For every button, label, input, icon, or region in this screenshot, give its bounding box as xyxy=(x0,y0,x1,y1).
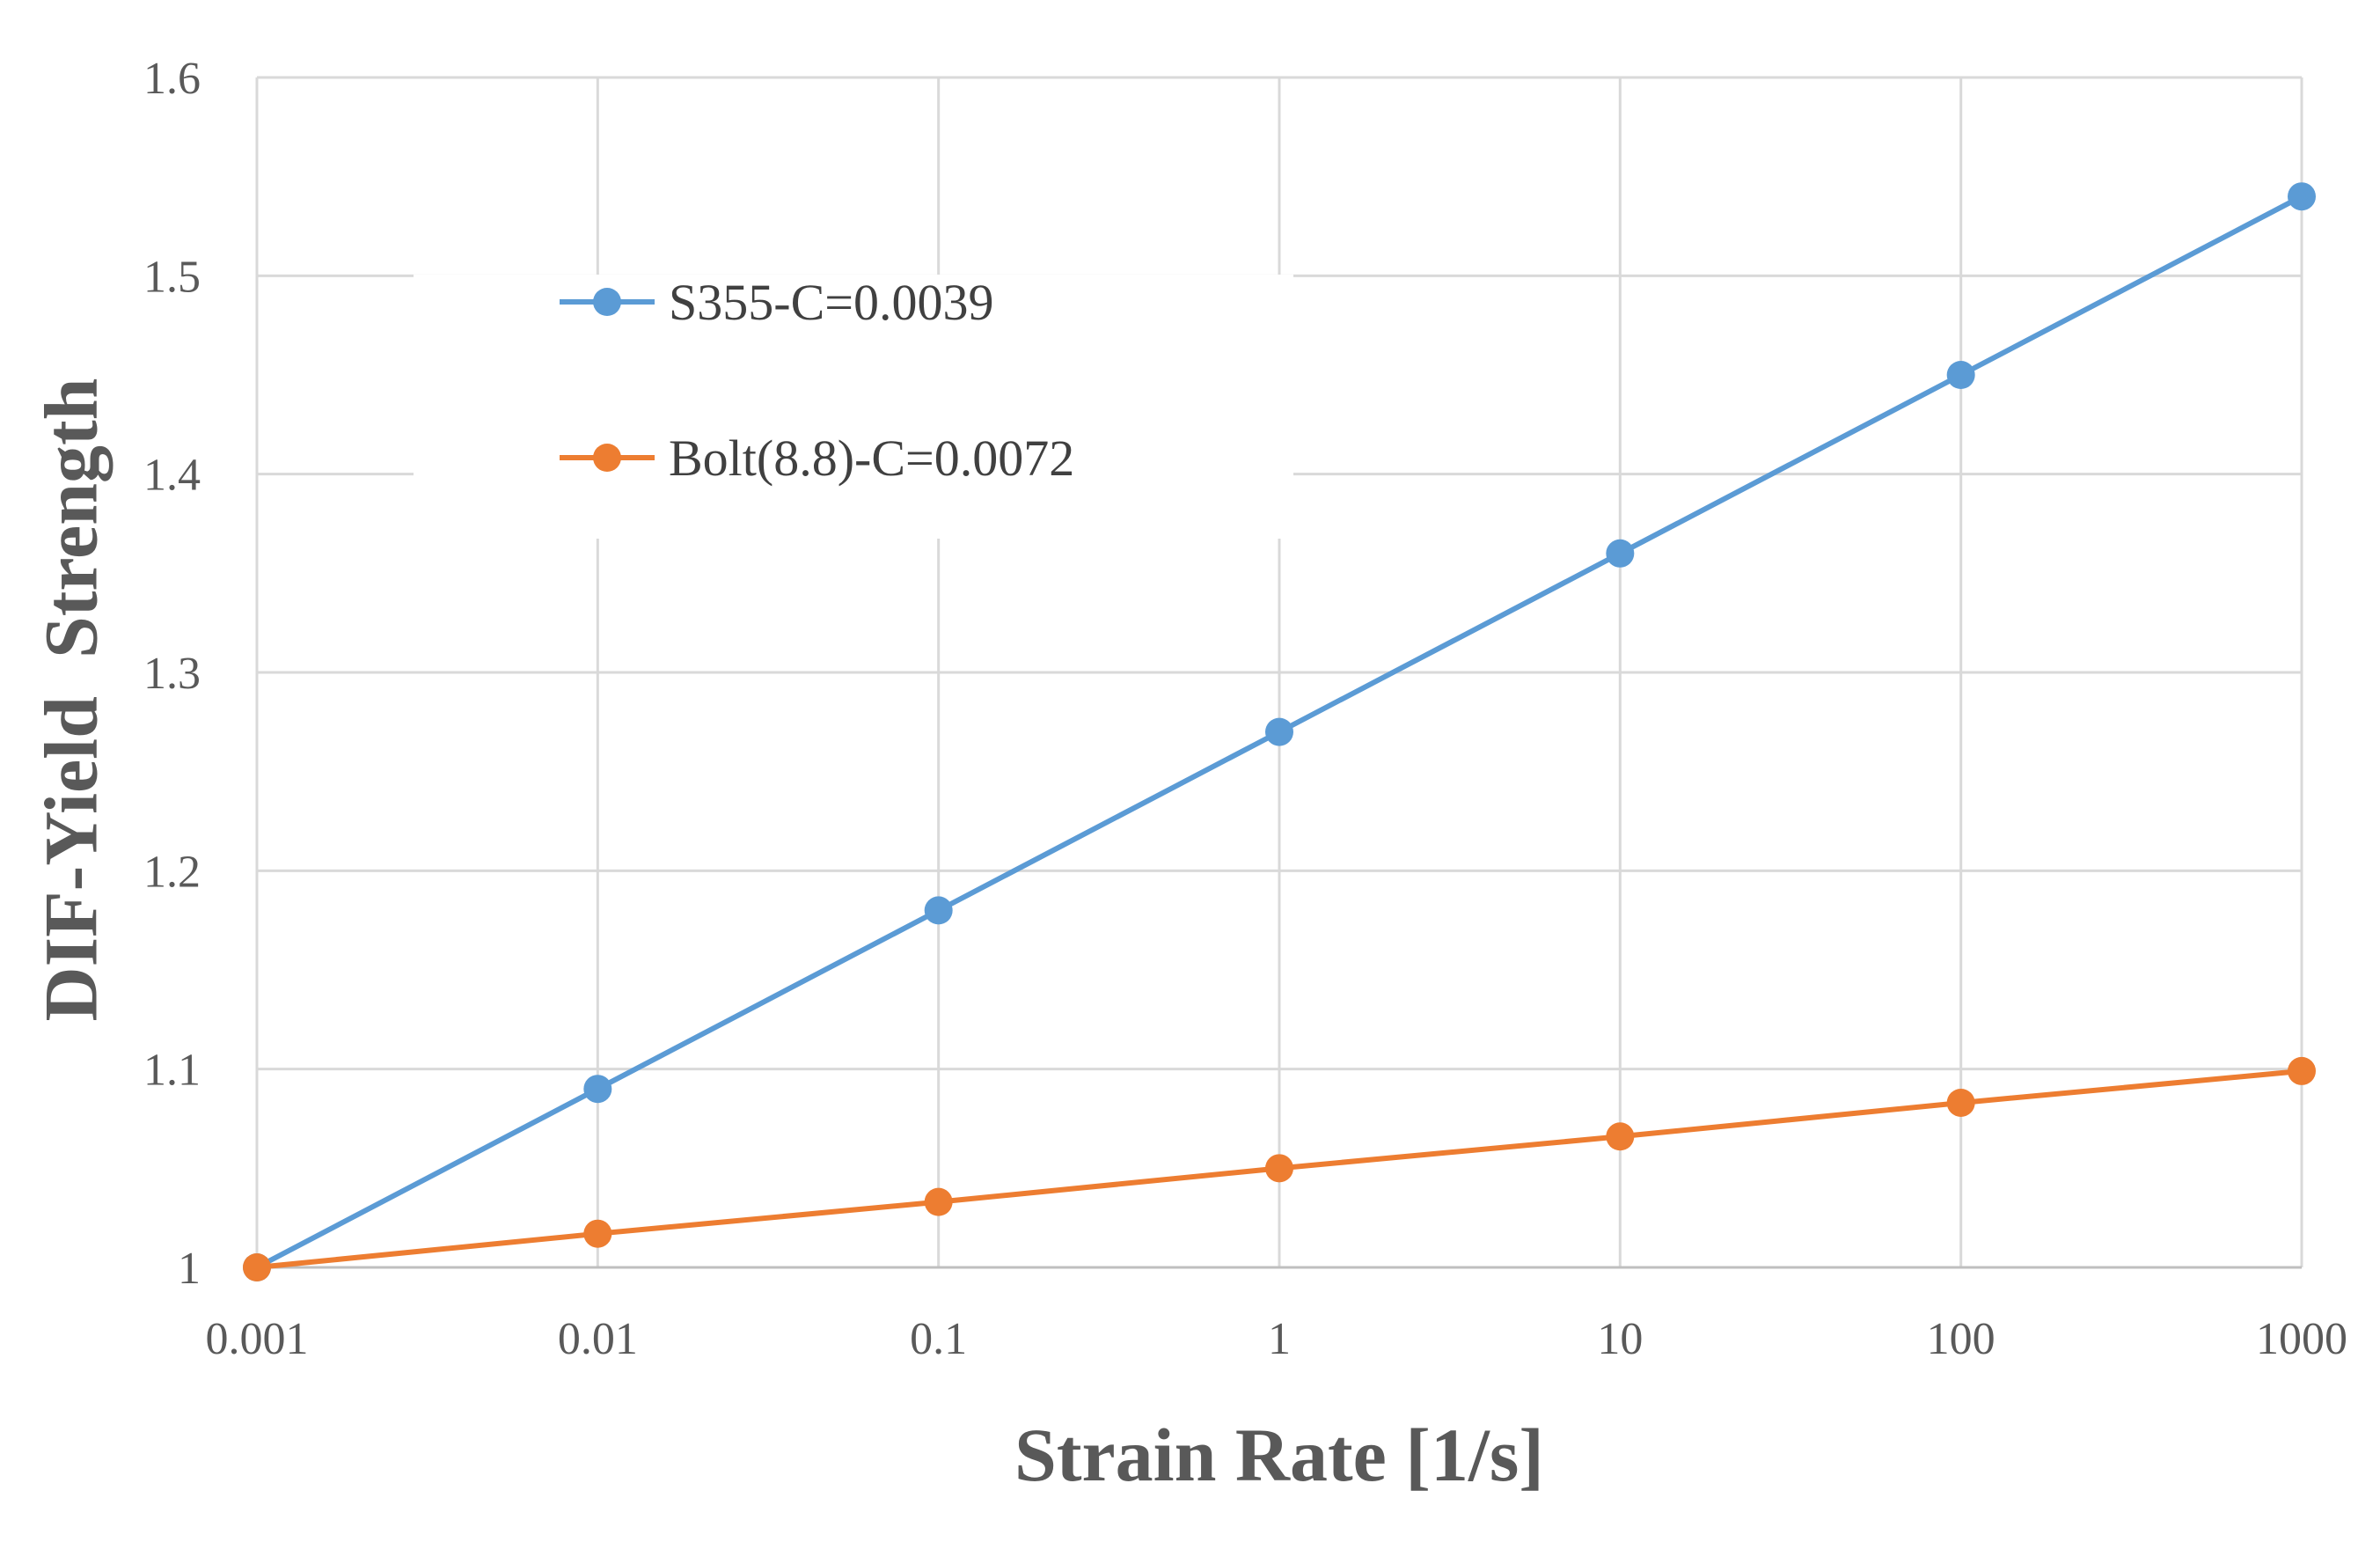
x-tick-label: 1000 xyxy=(2256,1314,2347,1364)
data-point[interactable] xyxy=(243,1253,271,1281)
data-point[interactable] xyxy=(1265,717,1293,746)
data-point[interactable] xyxy=(583,1075,612,1104)
legend[interactable]: S355-C=0.0039 Bolt(8.8)-C=0.0072 xyxy=(560,274,1074,487)
x-tick-label: 0.001 xyxy=(206,1314,309,1364)
y-tick-label: 1.2 xyxy=(143,847,201,897)
data-point[interactable] xyxy=(924,896,953,925)
data-point[interactable] xyxy=(924,1187,953,1216)
legend-background xyxy=(414,275,1293,539)
legend-label: S355-C=0.0039 xyxy=(669,274,993,331)
x-tick-label: 100 xyxy=(1927,1314,1996,1364)
x-tick-label: 10 xyxy=(1597,1314,1643,1364)
data-point[interactable] xyxy=(1265,1154,1293,1183)
x-tick-label: 1 xyxy=(1268,1314,1291,1364)
y-tick-label: 1 xyxy=(178,1244,201,1294)
y-tick-label: 1.3 xyxy=(143,649,201,699)
x-tick-labels: 0.001 0.01 0.1 1 10 100 1000 xyxy=(206,1314,2348,1364)
x-axis-title: Strain Rate [1/s] xyxy=(1014,1413,1544,1497)
legend-entry[interactable]: S355-C=0.0039 xyxy=(560,274,993,331)
y-tick-label: 1.1 xyxy=(143,1046,201,1096)
y-axis-title: DIF-Yield Strength xyxy=(29,378,114,1022)
gridlines xyxy=(255,76,2303,1267)
y-tick-label: 1.4 xyxy=(143,451,201,501)
data-point[interactable] xyxy=(2288,182,2316,211)
data-point[interactable] xyxy=(2288,1056,2316,1085)
data-point[interactable] xyxy=(583,1219,612,1248)
data-point[interactable] xyxy=(1606,539,1635,568)
y-tick-label: 1.5 xyxy=(143,252,201,302)
legend-swatch-marker xyxy=(593,444,621,472)
legend-swatch-marker xyxy=(593,288,621,316)
y-tick-label: 1.6 xyxy=(143,54,201,104)
data-point[interactable] xyxy=(1946,361,1975,389)
series xyxy=(243,182,2316,1281)
data-point[interactable] xyxy=(1946,1088,1975,1117)
legend-entry[interactable]: Bolt(8.8)-C=0.0072 xyxy=(560,430,1074,487)
y-tick-labels: 1 1.1 1.2 1.3 1.4 1.5 1.6 xyxy=(143,54,201,1294)
data-point[interactable] xyxy=(1606,1122,1635,1151)
x-tick-label: 0.01 xyxy=(558,1314,638,1364)
series-2 xyxy=(243,1056,2316,1281)
legend-label: Bolt(8.8)-C=0.0072 xyxy=(669,430,1074,487)
x-tick-label: 0.1 xyxy=(910,1314,967,1364)
legend-box xyxy=(414,275,1293,539)
